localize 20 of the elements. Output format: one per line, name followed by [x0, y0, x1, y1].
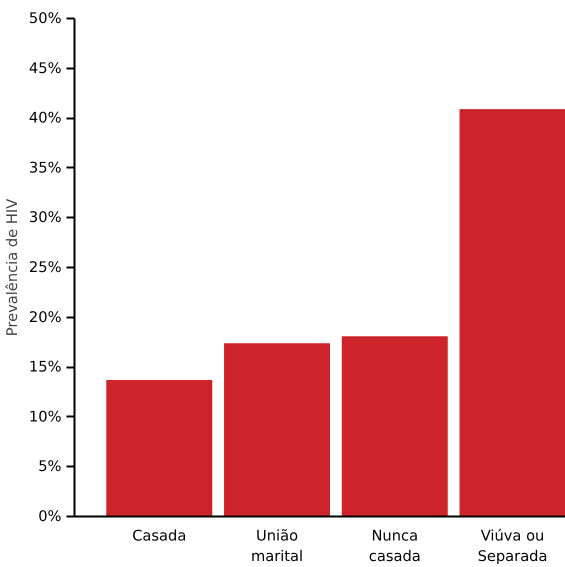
bar — [342, 336, 448, 516]
y-tick-label: 20% — [28, 308, 62, 326]
y-tick-label: 50% — [28, 10, 62, 27]
y-tick-label: 0% — [38, 508, 62, 525]
x-tick-label: Nunca casada — [368, 528, 421, 565]
x-tick-label: Viúva ou Separada — [478, 528, 548, 565]
x-tick-label: União marital — [250, 528, 304, 565]
y-tick-label: 40% — [28, 110, 62, 127]
y-tick-label: 45% — [28, 60, 62, 77]
bar — [106, 380, 212, 516]
y-axis-title: Prevalência de HIV — [4, 198, 21, 336]
bar — [224, 343, 330, 516]
y-tick-label: 15% — [28, 358, 62, 376]
x-tick-label: Casada — [132, 528, 186, 544]
y-tick-label: 25% — [28, 259, 62, 276]
y-tick-label: 30% — [28, 209, 62, 226]
y-tick-label: 10% — [28, 408, 62, 426]
y-tick-label: 35% — [28, 159, 62, 176]
y-tick-label: 5% — [38, 458, 62, 476]
bar — [460, 109, 565, 516]
